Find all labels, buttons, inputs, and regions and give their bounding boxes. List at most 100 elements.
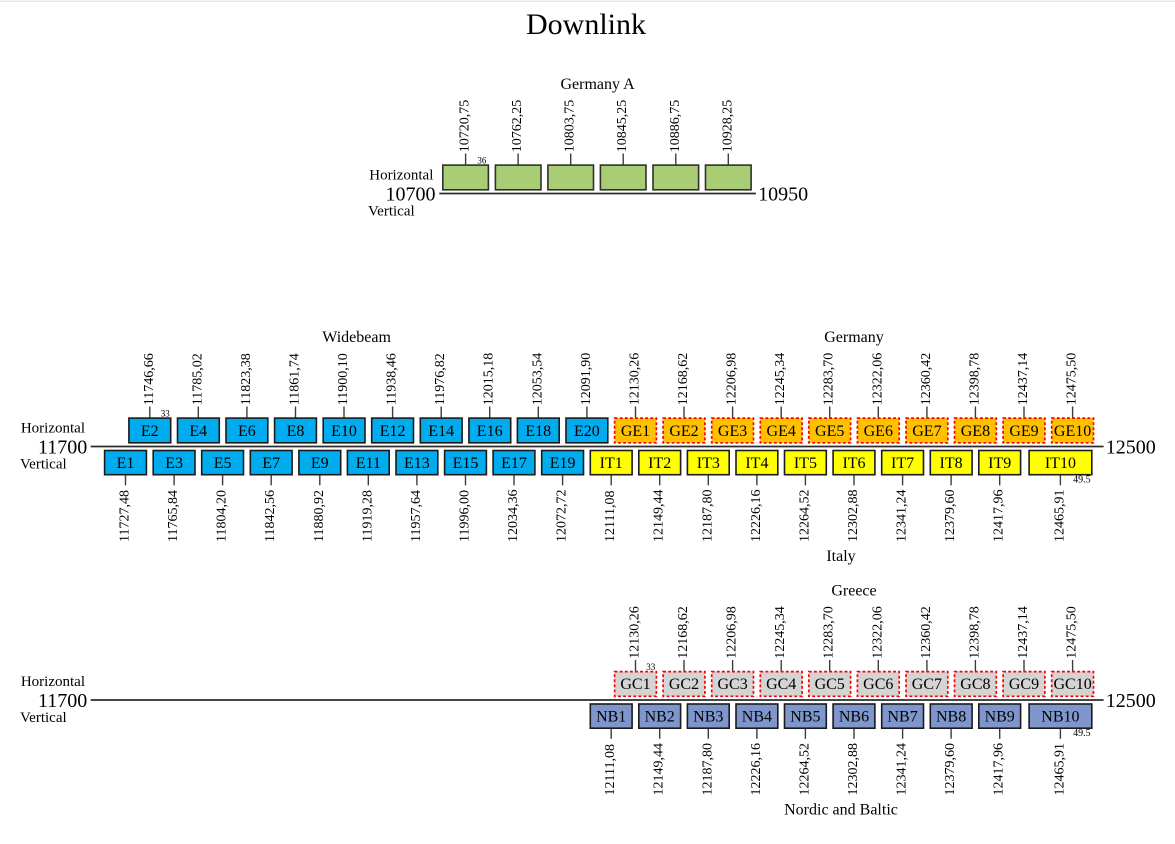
svg-text:E4: E4 <box>189 423 207 440</box>
svg-text:E15: E15 <box>453 455 479 472</box>
svg-text:11785,02: 11785,02 <box>190 353 205 405</box>
svg-text:IT9: IT9 <box>988 455 1011 472</box>
svg-text:10700: 10700 <box>386 184 436 206</box>
svg-text:Downlink: Downlink <box>526 8 646 41</box>
svg-text:11996,00: 11996,00 <box>458 490 473 542</box>
svg-text:NB3: NB3 <box>693 708 723 725</box>
svg-text:Nordic and Baltic: Nordic and Baltic <box>784 801 898 818</box>
svg-text:E10: E10 <box>331 423 357 440</box>
svg-text:11765,84: 11765,84 <box>166 490 181 542</box>
svg-text:Vertical: Vertical <box>20 457 67 473</box>
svg-text:12053,54: 12053,54 <box>530 353 545 406</box>
svg-text:Greece: Greece <box>831 583 876 600</box>
svg-text:33: 33 <box>646 662 656 672</box>
svg-text:E13: E13 <box>404 455 430 472</box>
svg-text:GE10: GE10 <box>1054 423 1091 440</box>
svg-text:GC7: GC7 <box>912 676 942 693</box>
svg-text:GE6: GE6 <box>864 423 893 440</box>
svg-text:12500: 12500 <box>1106 437 1156 459</box>
svg-text:12168,62: 12168,62 <box>676 606 691 659</box>
svg-text:E18: E18 <box>525 423 551 440</box>
svg-text:E12: E12 <box>380 423 406 440</box>
svg-text:E7: E7 <box>262 455 280 472</box>
svg-text:49.5: 49.5 <box>1073 728 1091 739</box>
svg-text:Vertical: Vertical <box>368 204 415 220</box>
svg-text:Horizontal: Horizontal <box>21 674 85 690</box>
svg-text:NB7: NB7 <box>887 708 917 725</box>
svg-text:12034,36: 12034,36 <box>506 490 521 543</box>
svg-text:Germany A: Germany A <box>560 76 635 93</box>
svg-text:GE1: GE1 <box>621 423 650 440</box>
svg-text:GC8: GC8 <box>960 676 990 693</box>
svg-text:12360,42: 12360,42 <box>919 353 934 406</box>
svg-text:GE3: GE3 <box>718 423 747 440</box>
svg-text:10928,25: 10928,25 <box>720 100 735 153</box>
svg-text:GC3: GC3 <box>717 676 747 693</box>
svg-text:12322,06: 12322,06 <box>870 353 885 406</box>
svg-text:12187,80: 12187,80 <box>700 743 715 796</box>
svg-text:12475,50: 12475,50 <box>1065 353 1080 406</box>
svg-text:GE4: GE4 <box>767 423 796 440</box>
svg-text:11976,82: 11976,82 <box>433 353 448 405</box>
svg-text:12465,91: 12465,91 <box>1052 743 1067 796</box>
svg-text:NB9: NB9 <box>985 708 1015 725</box>
svg-text:IT4: IT4 <box>745 455 768 472</box>
svg-text:12437,14: 12437,14 <box>1016 353 1031 406</box>
svg-text:GE5: GE5 <box>815 423 844 440</box>
svg-text:12398,78: 12398,78 <box>967 353 982 406</box>
svg-text:E11: E11 <box>356 455 381 472</box>
svg-text:10886,75: 10886,75 <box>668 100 683 153</box>
svg-text:E19: E19 <box>550 455 576 472</box>
svg-text:12111,08: 12111,08 <box>603 491 618 542</box>
svg-text:GE8: GE8 <box>961 423 990 440</box>
svg-text:10950: 10950 <box>758 184 808 206</box>
svg-text:GC5: GC5 <box>815 676 845 693</box>
svg-text:NB2: NB2 <box>645 708 675 725</box>
svg-text:12302,88: 12302,88 <box>846 490 861 543</box>
svg-text:12206,98: 12206,98 <box>725 353 740 406</box>
svg-text:12475,50: 12475,50 <box>1065 606 1080 659</box>
svg-text:11700: 11700 <box>38 690 87 712</box>
svg-text:12341,24: 12341,24 <box>895 490 910 543</box>
svg-text:12226,16: 12226,16 <box>749 490 764 543</box>
svg-text:10720,75: 10720,75 <box>458 100 473 152</box>
svg-text:GE7: GE7 <box>912 423 941 440</box>
svg-text:12226,16: 12226,16 <box>749 743 764 796</box>
svg-text:12322,06: 12322,06 <box>870 606 885 659</box>
svg-text:E8: E8 <box>287 423 305 440</box>
svg-text:E14: E14 <box>428 423 454 440</box>
svg-text:GE2: GE2 <box>669 423 698 440</box>
svg-text:12264,52: 12264,52 <box>797 490 812 543</box>
svg-text:Italy: Italy <box>826 548 855 565</box>
svg-text:12500: 12500 <box>1106 690 1156 712</box>
svg-text:11861,74: 11861,74 <box>288 353 303 405</box>
svg-text:GC10: GC10 <box>1053 676 1091 693</box>
svg-text:Widebeam: Widebeam <box>322 329 391 346</box>
svg-text:IT10: IT10 <box>1045 455 1076 472</box>
svg-text:11919,28: 11919,28 <box>360 490 375 542</box>
svg-text:GC4: GC4 <box>766 676 796 693</box>
svg-text:11727,48: 11727,48 <box>118 490 133 542</box>
svg-text:12417,96: 12417,96 <box>992 743 1007 795</box>
svg-text:E20: E20 <box>574 423 600 440</box>
svg-text:Horizontal: Horizontal <box>21 421 85 437</box>
svg-text:Germany: Germany <box>824 329 884 346</box>
svg-text:12398,78: 12398,78 <box>967 606 982 659</box>
svg-text:E9: E9 <box>311 455 329 472</box>
svg-text:12149,44: 12149,44 <box>652 490 667 543</box>
svg-text:GE9: GE9 <box>1009 423 1038 440</box>
svg-text:12283,70: 12283,70 <box>822 606 837 659</box>
svg-text:12379,60: 12379,60 <box>943 490 958 543</box>
svg-text:12130,26: 12130,26 <box>628 353 643 406</box>
svg-text:11842,56: 11842,56 <box>263 490 278 542</box>
svg-text:12015,18: 12015,18 <box>482 353 497 406</box>
svg-text:E5: E5 <box>214 455 232 472</box>
svg-text:11804,20: 11804,20 <box>215 490 230 542</box>
svg-text:12168,62: 12168,62 <box>676 353 691 406</box>
svg-text:IT2: IT2 <box>648 455 671 472</box>
svg-text:12187,80: 12187,80 <box>700 490 715 543</box>
svg-text:12379,60: 12379,60 <box>943 743 958 796</box>
svg-text:NB10: NB10 <box>1041 708 1079 725</box>
svg-text:Vertical: Vertical <box>20 710 67 726</box>
svg-text:49.5: 49.5 <box>1073 474 1091 485</box>
